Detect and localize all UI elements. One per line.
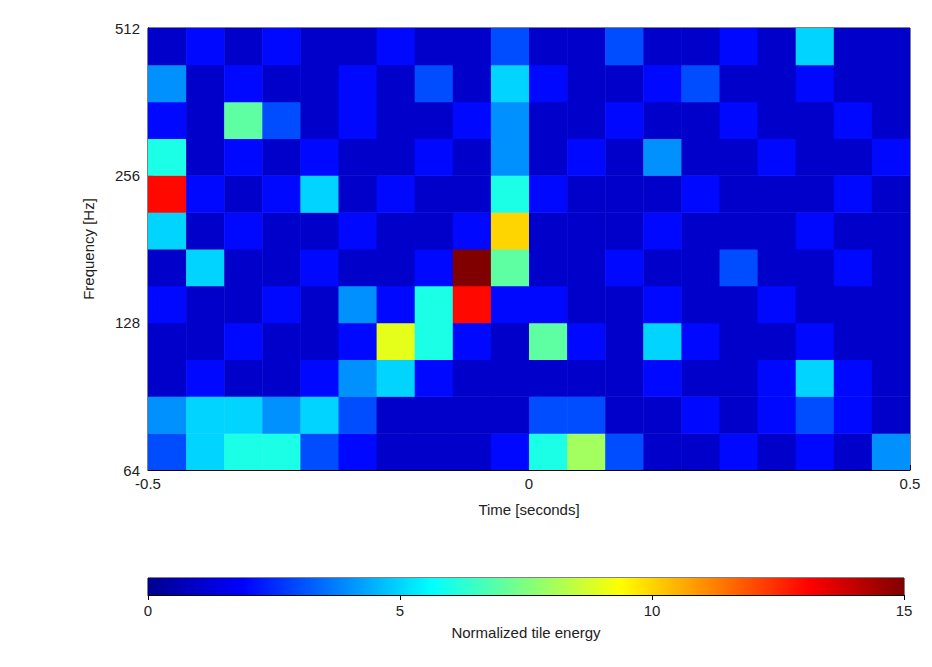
svg-text:0: 0: [525, 475, 533, 492]
svg-text:512: 512: [115, 20, 140, 37]
svg-text:128: 128: [115, 314, 140, 331]
svg-text:Frequency [Hz]: Frequency [Hz]: [80, 198, 97, 300]
svg-text:0.5: 0.5: [900, 475, 921, 492]
svg-text:5: 5: [396, 602, 404, 619]
svg-text:Normalized tile energy: Normalized tile energy: [451, 624, 601, 641]
svg-text:-0.5: -0.5: [135, 475, 161, 492]
svg-text:15: 15: [896, 602, 913, 619]
svg-text:64: 64: [123, 461, 140, 479]
svg-text:10: 10: [644, 602, 661, 619]
svg-text:Time [seconds]: Time [seconds]: [478, 501, 579, 518]
svg-text:256: 256: [115, 167, 140, 184]
svg-text:0: 0: [144, 602, 152, 619]
